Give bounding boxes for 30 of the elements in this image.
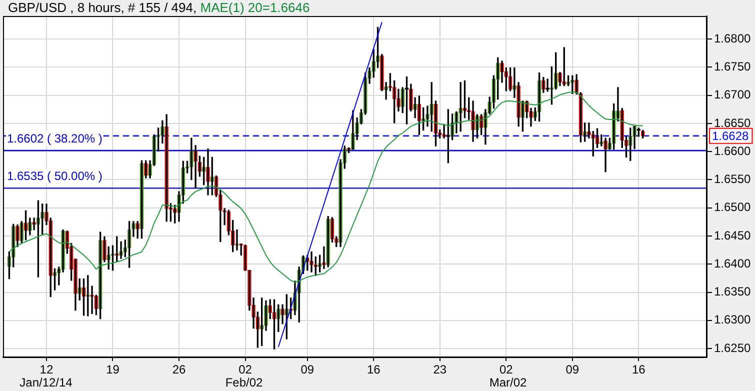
ref-line-label: 1.6628 [712,129,750,144]
x-tick-label: 02 [238,362,252,377]
y-tick-label: 1.6700 [714,88,752,102]
y-tick-label: 1.6400 [714,256,752,270]
text: Jan/12/14 [20,375,73,390]
x-tick-label: 09 [300,362,314,377]
y-tick-label: 1.6450 [714,228,752,242]
ref-line-label: 1.6535 ( 50.00% ) [7,169,102,184]
y-tick-label: 1.6250 [714,340,752,355]
ref-line-label: 1.6602 ( 38.20% ) [7,131,102,146]
x-tick-label: 02 [499,362,514,377]
x-tick-label: 16 [632,362,646,377]
y-tick-label: 1.6500 [714,200,752,214]
x-tick-label: 23 [433,362,447,377]
x-tick-label: 26 [172,362,186,377]
x-tick-label: 09 [566,362,580,377]
chart-title: GBP/USD , 8 hours, # 155 / 494, [8,0,197,15]
chart-subtitle: MAE(1) 20=1.6646 [200,0,310,15]
y-tick-label: 1.6550 [714,172,752,186]
y-tick-label: 1.6300 [714,312,752,327]
x-tick-label: 16 [366,362,381,377]
y-tick-label: 1.6750 [714,60,752,74]
text: Mar/02 [489,375,527,390]
x-tick-label: 19 [106,362,120,377]
x-tick-label: 12 [40,362,54,377]
text: Feb/02 [225,375,264,390]
y-tick-label: 1.6800 [714,31,752,46]
y-tick-label: 1.6650 [714,116,752,130]
y-tick-label: 1.6350 [714,284,752,299]
y-tick-label: 1.6600 [714,144,752,158]
